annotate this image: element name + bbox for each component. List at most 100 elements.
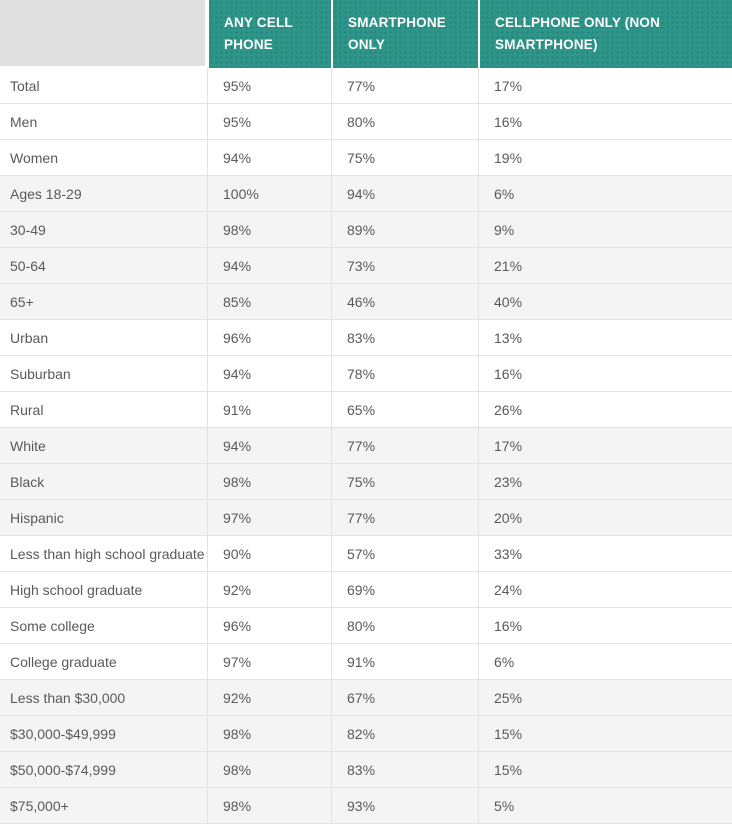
- row-label: Suburban: [10, 365, 71, 382]
- row-value: 16%: [478, 608, 732, 643]
- row-value: 40%: [478, 284, 732, 319]
- row-value: 6%: [478, 644, 732, 679]
- row-value: 83%: [331, 320, 478, 355]
- table-row: Less than $30,000 92% 67% 25%: [0, 680, 732, 716]
- row-value: 26%: [478, 392, 732, 427]
- row-value: 77%: [331, 68, 478, 103]
- row-value: 80%: [331, 104, 478, 139]
- row-label: High school graduate: [10, 581, 143, 598]
- row-label: $50,000-$74,999: [10, 761, 116, 778]
- row-value: 91%: [207, 392, 331, 427]
- row-label: White: [10, 437, 46, 454]
- table-row: 50-64 94% 73% 21%: [0, 248, 732, 284]
- table-row: 30-49 98% 89% 9%: [0, 212, 732, 248]
- row-value: 94%: [331, 176, 478, 211]
- table-row: Black 98% 75% 23%: [0, 464, 732, 500]
- row-value: 78%: [331, 356, 478, 391]
- row-label: Rural: [10, 401, 44, 418]
- row-value: 95%: [207, 104, 331, 139]
- row-label: College graduate: [10, 653, 117, 670]
- row-value: 93%: [331, 788, 478, 823]
- row-value: 9%: [478, 212, 732, 247]
- row-value: 94%: [207, 248, 331, 283]
- table-row: College graduate 97% 91% 6%: [0, 644, 732, 680]
- row-value: 96%: [207, 320, 331, 355]
- table-row: Less than high school graduate 90% 57% 33%: [0, 536, 732, 572]
- row-label: Less than high school graduate: [10, 545, 205, 562]
- table-row: Rural 91% 65% 26%: [0, 392, 732, 428]
- table-row: Some college 96% 80% 16%: [0, 608, 732, 644]
- table-row: Men 95% 80% 16%: [0, 104, 732, 140]
- row-value: 6%: [478, 176, 732, 211]
- row-value: 82%: [331, 716, 478, 751]
- row-value: 57%: [331, 536, 478, 571]
- row-value: 92%: [207, 572, 331, 607]
- row-value: 100%: [207, 176, 331, 211]
- table-header: ANY CELL PHONE SMARTPHONE ONLY CELLPHONE…: [0, 0, 732, 68]
- row-label: Women: [10, 149, 58, 166]
- row-value: 16%: [478, 356, 732, 391]
- row-value: 94%: [207, 356, 331, 391]
- row-value: 16%: [478, 104, 732, 139]
- row-value: 13%: [478, 320, 732, 355]
- row-value: 33%: [478, 536, 732, 571]
- row-value: 98%: [207, 788, 331, 823]
- table-row: White 94% 77% 17%: [0, 428, 732, 464]
- row-label: $75,000+: [10, 797, 69, 814]
- row-value: 25%: [478, 680, 732, 715]
- row-value: 19%: [478, 140, 732, 175]
- row-value: 96%: [207, 608, 331, 643]
- row-label: Less than $30,000: [10, 689, 126, 706]
- row-value: 17%: [478, 68, 732, 103]
- row-value: 15%: [478, 752, 732, 787]
- row-value: 98%: [207, 752, 331, 787]
- row-value: 75%: [331, 464, 478, 499]
- row-value: 21%: [478, 248, 732, 283]
- row-label: Hispanic: [10, 509, 64, 526]
- row-value: 85%: [207, 284, 331, 319]
- row-value: 97%: [207, 500, 331, 535]
- row-value: 67%: [331, 680, 478, 715]
- row-label: $30,000-$49,999: [10, 725, 116, 742]
- table-row: Ages 18-29 100% 94% 6%: [0, 176, 732, 212]
- table-row: Suburban 94% 78% 16%: [0, 356, 732, 392]
- row-value: 89%: [331, 212, 478, 247]
- row-value: 77%: [331, 428, 478, 463]
- row-value: 98%: [207, 716, 331, 751]
- row-value: 98%: [207, 212, 331, 247]
- row-value: 5%: [478, 788, 732, 823]
- row-value: 24%: [478, 572, 732, 607]
- row-label: 50-64: [10, 257, 46, 274]
- row-label: Urban: [10, 329, 49, 346]
- table-body: Total 95% 77% 17% Men 95% 80% 16% Women 94% 75% 19%…: [0, 68, 732, 824]
- row-value: 77%: [331, 500, 478, 535]
- row-value: 23%: [478, 464, 732, 499]
- row-label: Ages 18-29: [10, 185, 82, 202]
- row-value: 90%: [207, 536, 331, 571]
- row-value: 69%: [331, 572, 478, 607]
- row-value: 75%: [331, 140, 478, 175]
- row-value: 95%: [207, 68, 331, 103]
- row-value: 73%: [331, 248, 478, 283]
- row-value: 92%: [207, 680, 331, 715]
- row-label: Some college: [10, 617, 95, 634]
- table-row: Total 95% 77% 17%: [0, 68, 732, 104]
- row-value: 97%: [207, 644, 331, 679]
- column-header-cellphone-only-non-smartphone: CELLPHONE ONLY (NON SMARTPHONE): [478, 0, 732, 68]
- table-row: 65+ 85% 46% 40%: [0, 284, 732, 320]
- row-value: 94%: [207, 428, 331, 463]
- row-label: Men: [10, 113, 38, 130]
- table-row: Hispanic 97% 77% 20%: [0, 500, 732, 536]
- row-value: 80%: [331, 608, 478, 643]
- table-row: Urban 96% 83% 13%: [0, 320, 732, 356]
- table-row: $50,000-$74,999 98% 83% 15%: [0, 752, 732, 788]
- table-row: $30,000-$49,999 98% 82% 15%: [0, 716, 732, 752]
- row-value: 91%: [331, 644, 478, 679]
- table-row: Women 94% 75% 19%: [0, 140, 732, 176]
- row-label: Total: [10, 77, 40, 94]
- row-value: 15%: [478, 716, 732, 751]
- row-label: Black: [10, 473, 45, 490]
- column-header-smartphone-only: SMARTPHONE ONLY: [331, 0, 478, 68]
